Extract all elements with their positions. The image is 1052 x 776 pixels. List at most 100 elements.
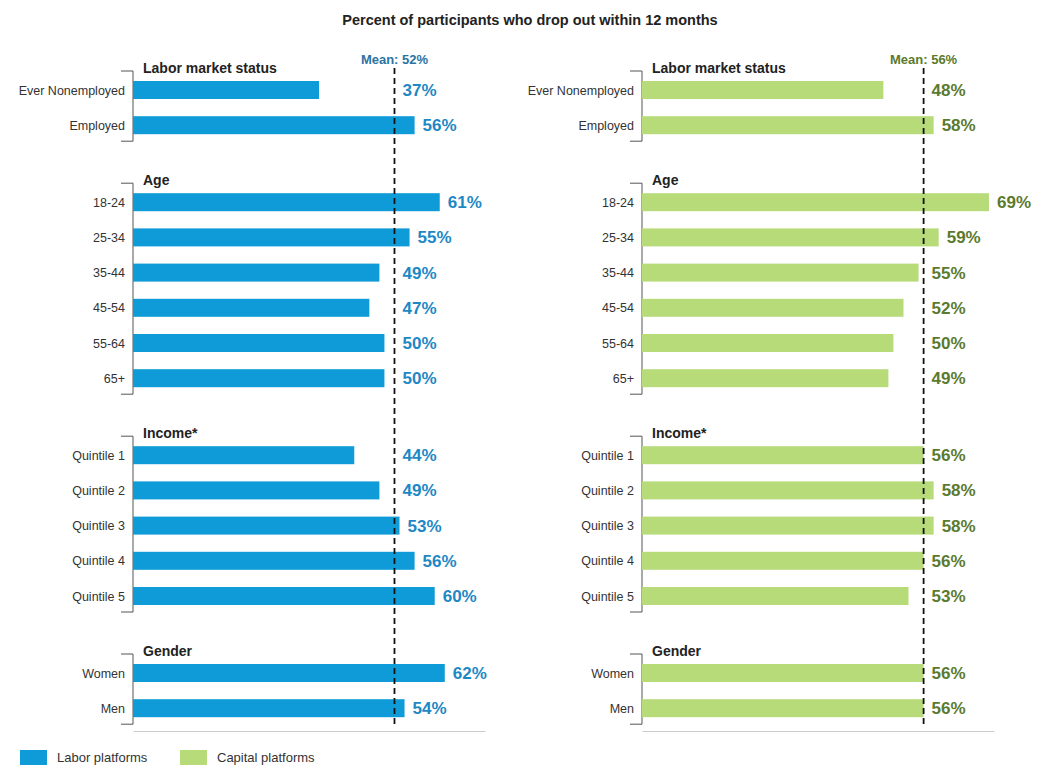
y-tick-label: Quintile 3: [72, 519, 125, 533]
x-axis: [134, 731, 486, 732]
y-tick-label: Quintile 4: [581, 554, 634, 568]
bar: [133, 517, 400, 535]
data-label: 55%: [418, 228, 452, 247]
data-label: 50%: [402, 369, 436, 388]
y-tick: 25-34: [602, 231, 634, 245]
data-label: 49%: [932, 369, 966, 388]
bar: [642, 299, 903, 317]
y-tick: 35-44: [93, 266, 125, 280]
plot-area: [642, 68, 989, 728]
group-header: Age: [143, 172, 170, 188]
bar: [133, 334, 384, 352]
y-tick-label: 18-24: [93, 196, 125, 210]
group-header: Income*: [143, 425, 198, 441]
data-label: 53%: [408, 517, 442, 536]
y-tick: Quintile 1: [581, 449, 634, 463]
y-tick: Quintile 5: [72, 590, 125, 604]
y-tick: Employed: [69, 119, 125, 133]
bar: [642, 587, 909, 605]
x-axis: [643, 731, 995, 732]
bar: [133, 264, 379, 282]
y-tick: 65+: [613, 372, 634, 386]
y-tick-label: Quintile 1: [72, 449, 125, 463]
y-tick: 45-54: [93, 301, 125, 315]
legend-swatch: [20, 750, 47, 765]
bar: [642, 481, 934, 499]
y-tick: 35-44: [602, 266, 634, 280]
data-label: 44%: [402, 446, 436, 465]
y-tick-label: 45-54: [93, 301, 125, 315]
bar: [133, 446, 354, 464]
y-tick: Ever Nonemployed: [19, 84, 125, 98]
bar: [133, 116, 415, 134]
group-bracket: [630, 183, 642, 394]
y-tick-label: Quintile 2: [72, 484, 125, 498]
data-label: 47%: [402, 299, 436, 318]
y-tick: 55-64: [602, 337, 634, 351]
background: [0, 0, 1052, 776]
y-tick-label: 25-34: [93, 231, 125, 245]
legend-swatch: [180, 750, 207, 765]
y-tick: 55-64: [93, 337, 125, 351]
legend-label: Capital platforms: [217, 750, 315, 765]
chart-svg: Percent of participants who drop out wit…: [0, 0, 1052, 776]
legend-item: Labor platforms: [20, 750, 148, 765]
bar: [133, 228, 410, 246]
y-tick-label: Quintile 1: [581, 449, 634, 463]
bar: [133, 299, 369, 317]
y-tick-label: Ever Nonemployed: [19, 84, 125, 98]
data-label: 69%: [997, 193, 1031, 212]
y-tick-label: 25-34: [602, 231, 634, 245]
data-label: 58%: [942, 517, 976, 536]
y-tick-label: Quintile 5: [581, 590, 634, 604]
y-tick: Women: [82, 667, 125, 681]
data-label: 52%: [932, 299, 966, 318]
legend-item: Capital platforms: [180, 750, 315, 765]
group-header: Gender: [143, 643, 193, 659]
y-tick-label: 65+: [104, 372, 125, 386]
bar: [642, 116, 934, 134]
y-tick: Quintile 5: [581, 590, 634, 604]
y-tick: Quintile 1: [72, 449, 125, 463]
data-label: 37%: [402, 81, 436, 100]
bar: [642, 264, 919, 282]
bar: [642, 369, 888, 387]
data-label: 56%: [423, 552, 457, 571]
y-tick-label: Men: [101, 702, 125, 716]
chart-container: Percent of participants who drop out wit…: [0, 0, 1052, 776]
x-axis-line: [134, 731, 486, 732]
x-axis-line: [643, 731, 995, 732]
y-tick-label: 35-44: [93, 266, 125, 280]
data-label: 61%: [448, 193, 482, 212]
bar: [642, 81, 883, 99]
data-label: 59%: [947, 228, 981, 247]
bar: [642, 552, 924, 570]
y-tick: Quintile 3: [72, 519, 125, 533]
y-tick: Quintile 3: [581, 519, 634, 533]
data-labels: 37%56%61%55%49%47%50%50%44%49%53%56%60%6…: [402, 81, 486, 718]
data-label: 56%: [932, 699, 966, 718]
chart-title: Percent of participants who drop out wit…: [342, 12, 717, 28]
bar: [642, 193, 989, 211]
plot-area: [133, 68, 445, 728]
bar: [642, 699, 924, 717]
group-header: Labor market status: [652, 60, 786, 76]
y-tick-label: 65+: [613, 372, 634, 386]
y-tick-label: Employed: [578, 119, 634, 133]
data-label: 50%: [932, 334, 966, 353]
y-tick-label: Quintile 5: [72, 590, 125, 604]
y-tick: 18-24: [602, 196, 634, 210]
y-tick-label: 18-24: [602, 196, 634, 210]
bar: [133, 369, 384, 387]
y-tick-label: 35-44: [602, 266, 634, 280]
y-tick: 45-54: [602, 301, 634, 315]
group-header: Labor market status: [143, 60, 277, 76]
data-label: 58%: [942, 116, 976, 135]
data-label: 49%: [402, 264, 436, 283]
data-label: 48%: [932, 81, 966, 100]
mean-label: Mean: 52%: [361, 52, 429, 67]
bar: [133, 664, 445, 682]
y-tick-label: Quintile 4: [72, 554, 125, 568]
y-tick: Employed: [578, 119, 634, 133]
mean-line: [394, 68, 396, 728]
